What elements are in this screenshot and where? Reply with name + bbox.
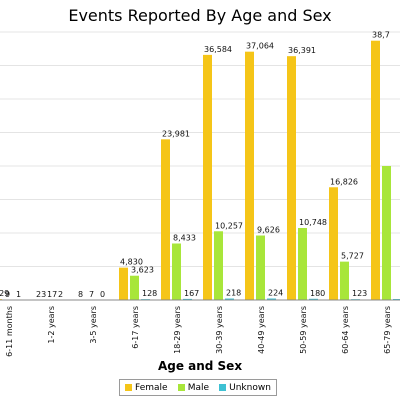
x-tick-label: 40-49 years [257,306,266,354]
bar-female[interactable] [161,139,170,300]
data-label: 36,584 [204,45,232,54]
data-label: 4,830 [120,258,143,267]
data-label: 37,064 [246,42,274,51]
data-label: 38,7 [372,31,390,40]
data-label: 224 [268,288,283,297]
data-label: 5,727 [341,252,364,261]
data-label: 8,433 [173,233,196,242]
data-label: 9,626 [257,226,280,235]
data-labels: 12991231728704,8303,62312823,9818,433167… [0,31,390,299]
bar-female[interactable] [287,56,296,301]
data-label: 180 [310,289,325,298]
bar-unknown[interactable] [225,298,234,300]
data-label: 23,981 [162,129,190,138]
bar-male[interactable] [298,227,307,300]
x-tick-label: 50-59 years [299,306,308,354]
data-label: 167 [184,289,199,298]
legend-item-unknown[interactable]: Unknown [219,383,271,393]
legend: Female Male Unknown [119,379,277,396]
data-label: 123 [352,289,367,298]
bar-male[interactable] [214,231,223,300]
data-label: 218 [226,289,241,298]
bar-female[interactable] [371,40,380,301]
bar-female[interactable] [119,267,128,300]
legend-item-male[interactable]: Male [177,382,210,393]
bar-male[interactable] [172,243,181,300]
bar-unknown[interactable] [267,298,276,300]
x-axis-title: Age and Sex [158,359,242,373]
bar-female[interactable] [245,51,254,300]
chart-title: Events Reported By Age and Sex [68,6,332,25]
legend-swatch-male [177,384,185,391]
data-label: 128 [142,289,157,298]
data-label: 36,391 [288,46,316,55]
x-tick-label: 30-39 years [215,306,224,354]
x-tick-label: 6-17 years [131,306,140,349]
bar-male[interactable] [382,166,391,300]
bar-female[interactable] [329,187,338,300]
x-tick-label: 60-64 years [341,306,350,354]
legend-item-female[interactable]: Female [125,383,168,393]
data-label: 129 [0,289,9,298]
bar-male[interactable] [256,235,265,300]
x-tick-labels: 6-11 months 1-2 years 3-5 years 6-17 years 1… [5,306,392,357]
bar-unknown[interactable] [309,298,318,300]
data-label: 10,257 [215,221,243,230]
x-tick-label: 6-11 months [5,306,14,357]
x-tick-label: 18-29 years [173,306,182,354]
gridlines [0,31,400,267]
legend-label-unknown: Unknown [229,382,271,393]
data-label: 0 [100,290,105,299]
data-label: 3,623 [131,266,154,275]
bar-female[interactable] [203,54,212,300]
data-label: 17 [47,290,57,299]
bars [0,40,400,301]
data-label: 10,748 [299,218,327,227]
data-label: 2 [58,290,63,299]
data-label: 9 [5,290,10,299]
bar-unknown[interactable] [183,298,192,300]
legend-swatch-unknown [219,384,227,391]
legend-swatch-female [125,384,133,391]
x-tick-label: 1-2 years [47,306,56,344]
data-label: 8 [78,290,83,299]
data-label: 16,826 [330,177,358,186]
x-tick-label: 65-79 years [383,306,392,354]
data-label: 1 [16,290,21,299]
bar-male[interactable] [340,261,349,300]
bar-male[interactable] [130,275,139,300]
bar-unknown[interactable] [393,298,400,300]
data-label: 7 [89,290,94,299]
legend-label-male: Male [187,382,210,393]
legend-label-female: Female [135,382,168,393]
x-tick-label: 3-5 years [89,306,98,344]
data-label: 23 [36,290,46,299]
